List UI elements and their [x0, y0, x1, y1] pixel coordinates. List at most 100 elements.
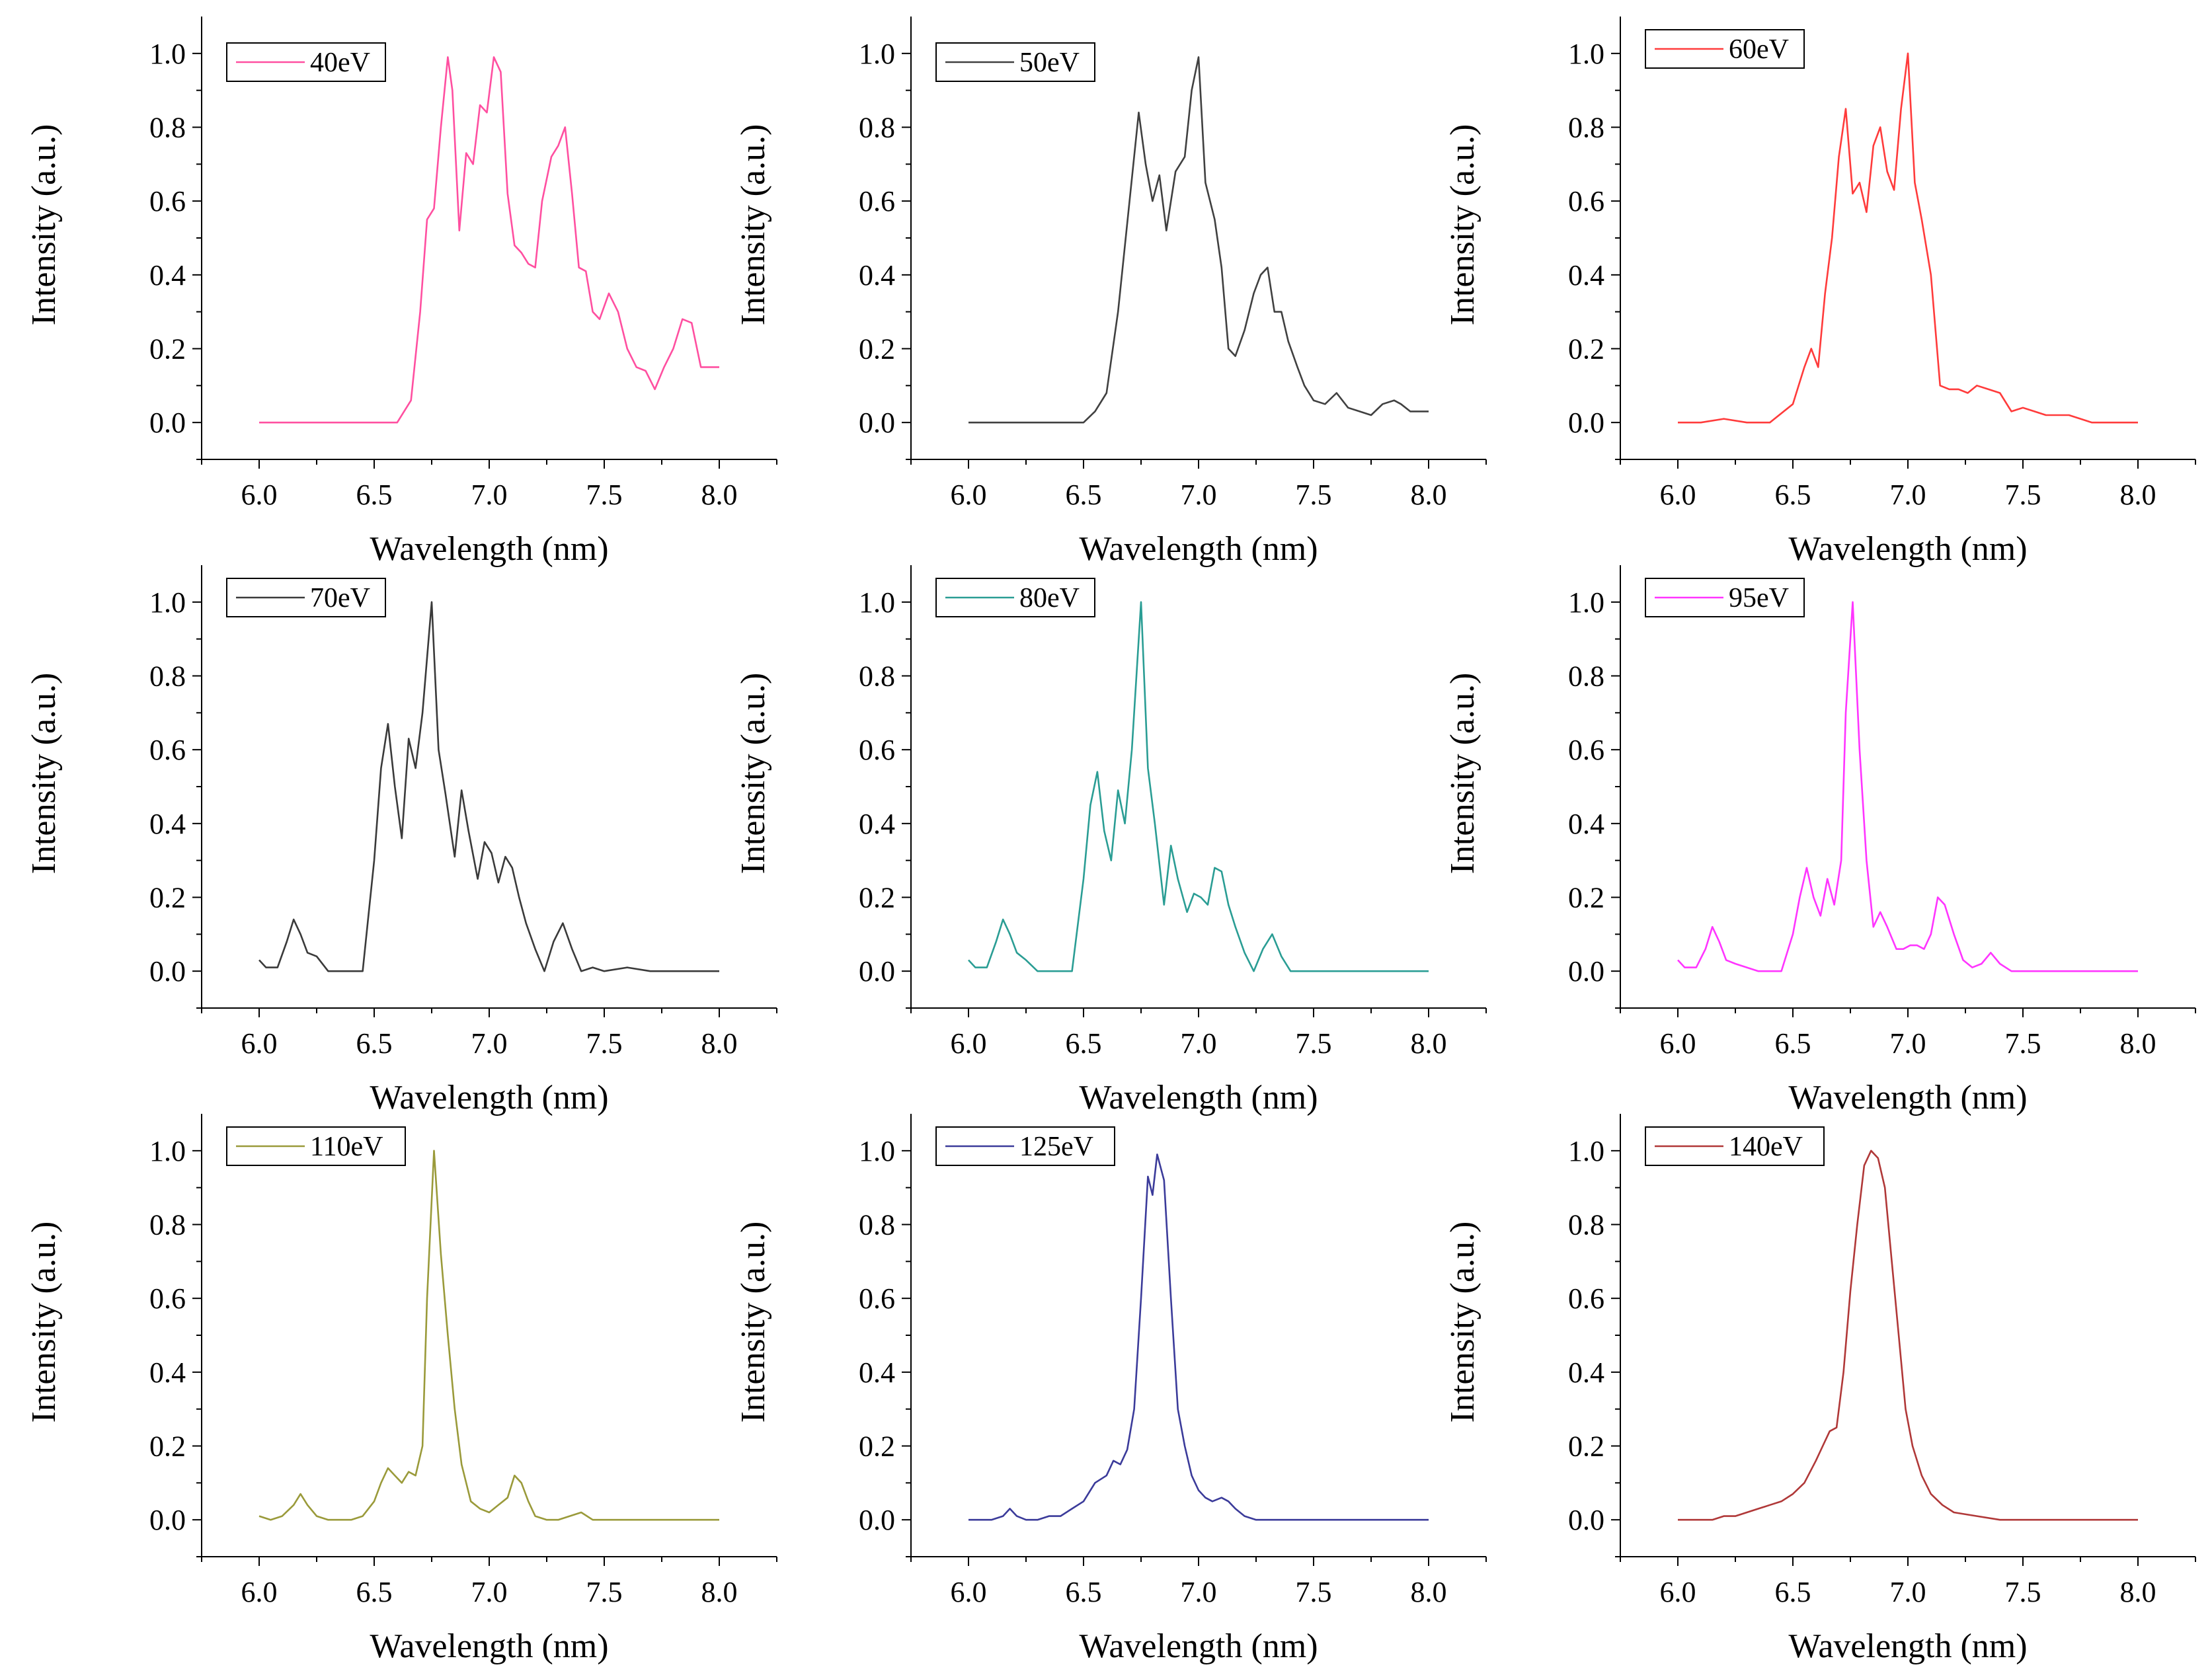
- y-tick-label: 0.0: [149, 1504, 186, 1536]
- y-tick-label: 0.6: [1568, 734, 1604, 766]
- y-tick-label: 0.2: [149, 882, 186, 914]
- y-tick-label: 0.4: [859, 808, 895, 840]
- y-tick-label: 0.8: [859, 1209, 895, 1241]
- y-axis-label: Intensity (a.u.): [734, 673, 772, 875]
- panel-7: 0.0 0.2 0.4 0.6 0.8 1.0 6.0 6.5 7.0 7.5 8.0 Wavelen…: [25, 1114, 777, 1665]
- x-tick-label: 6.5: [356, 1576, 393, 1608]
- x-tick-label: 6.5: [1775, 1576, 1811, 1608]
- y-tick-label: 0.8: [149, 660, 186, 693]
- x-tick-label: 6.5: [356, 1027, 393, 1060]
- y-tick-label: 0.0: [149, 955, 186, 988]
- y-tick-label: 0.4: [149, 259, 186, 292]
- y-tick-label: 0.6: [149, 1282, 186, 1315]
- y-axis-label: Intensity (a.u.): [25, 673, 63, 875]
- x-tick-label: 7.0: [471, 1027, 508, 1060]
- y-tick-label: 0.4: [1568, 808, 1604, 840]
- x-tick-label: 6.0: [1660, 1576, 1696, 1608]
- panel-1: 0.0 0.2 0.4 0.6 0.8 1.0 6.0 6.5 7.0 7.5 8.0 Wavelen…: [25, 17, 777, 568]
- x-tick-label: 6.0: [951, 479, 987, 511]
- x-tick-label: 8.0: [2120, 479, 2156, 511]
- y-tick-label: 1.0: [859, 586, 895, 619]
- y-tick-label: 0.6: [149, 185, 186, 217]
- y-tick-label: 0.8: [149, 112, 186, 144]
- x-tick-label: 6.5: [1775, 479, 1811, 511]
- y-tick-label: 0.6: [149, 734, 186, 766]
- y-tick-label: 0.0: [859, 1504, 895, 1536]
- x-tick-label: 7.0: [1181, 1576, 1217, 1608]
- x-tick-label: 8.0: [701, 1576, 738, 1608]
- x-axis-label: Wavelength (nm): [1079, 530, 1318, 568]
- x-tick-label: 7.0: [471, 1576, 508, 1608]
- y-axis-label: Intensity (a.u.): [734, 124, 772, 326]
- series-line-60eV: [1678, 52, 2138, 424]
- series-line-140eV: [1678, 1150, 2138, 1521]
- y-tick-label: 0.8: [1568, 112, 1604, 144]
- y-tick-label: 0.8: [859, 112, 895, 144]
- x-tick-label: 7.0: [1890, 1576, 1926, 1608]
- x-tick-label: 7.5: [2005, 1576, 2041, 1608]
- x-tick-label: 7.5: [2005, 479, 2041, 511]
- y-tick-label: 0.4: [1568, 259, 1604, 292]
- y-tick-label: 0.4: [1568, 1356, 1604, 1389]
- y-tick-label: 0.2: [1568, 1430, 1604, 1463]
- y-tick-label: 1.0: [1568, 1135, 1604, 1167]
- panel-9: 0.0 0.2 0.4 0.6 0.8 1.0 6.0 6.5 7.0 7.5 8.0 Wavelen…: [1444, 1114, 2196, 1665]
- x-tick-label: 8.0: [1411, 1576, 1447, 1608]
- y-tick-label: 0.2: [859, 1430, 895, 1463]
- x-tick-label: 8.0: [1411, 1027, 1447, 1060]
- legend-label: 70eV: [310, 583, 370, 613]
- x-axis-label: Wavelength (nm): [370, 1079, 608, 1116]
- y-tick-label: 0.8: [1568, 660, 1604, 693]
- x-tick-label: 6.5: [1066, 1027, 1102, 1060]
- y-tick-label: 0.8: [859, 660, 895, 693]
- series-line-110eV: [258, 1150, 719, 1521]
- x-axis-label: Wavelength (nm): [1788, 1627, 2027, 1665]
- x-tick-label: 6.5: [1066, 1576, 1102, 1608]
- x-tick-label: 7.0: [471, 479, 508, 511]
- y-tick-label: 1.0: [1568, 38, 1604, 70]
- series-line-95eV: [1677, 601, 2138, 972]
- series-line-125eV: [968, 1153, 1429, 1521]
- x-tick-label: 6.0: [241, 1027, 278, 1060]
- legend-label: 80eV: [1019, 583, 1080, 613]
- legend-box: [226, 578, 386, 617]
- x-tick-label: 7.5: [586, 1576, 623, 1608]
- x-axis-label: Wavelength (nm): [1788, 530, 2027, 568]
- legend-label: 125eV: [1019, 1132, 1093, 1162]
- y-axis-label: Intensity (a.u.): [25, 124, 63, 326]
- x-axis-label: Wavelength (nm): [370, 530, 608, 568]
- x-tick-label: 6.0: [241, 479, 278, 511]
- legend-label: 40eV: [310, 48, 370, 78]
- y-tick-label: 1.0: [149, 586, 186, 619]
- x-tick-label: 7.5: [1296, 479, 1332, 511]
- y-axis-label: Intensity (a.u.): [1444, 1222, 1481, 1423]
- x-tick-label: 7.5: [2005, 1027, 2041, 1060]
- y-tick-label: 0.2: [149, 1430, 186, 1463]
- y-tick-label: 0.2: [1568, 333, 1604, 366]
- panel-4: 0.0 0.2 0.4 0.6 0.8 1.0 6.0 6.5 7.0 7.5 8.0 Wavelen…: [25, 565, 777, 1116]
- y-tick-label: 0.0: [859, 955, 895, 988]
- y-tick-label: 0.6: [1568, 1282, 1604, 1315]
- y-tick-label: 1.0: [1568, 586, 1604, 619]
- y-tick-label: 1.0: [149, 38, 186, 70]
- y-tick-label: 0.0: [1568, 407, 1604, 439]
- y-axis-label: Intensity (a.u.): [1444, 673, 1481, 875]
- series-line-40eV: [259, 56, 719, 424]
- y-tick-label: 0.4: [859, 259, 895, 292]
- y-tick-label: 0.0: [1568, 1504, 1604, 1536]
- x-tick-label: 6.5: [356, 479, 393, 511]
- y-tick-label: 0.8: [149, 1209, 186, 1241]
- y-tick-label: 0.0: [859, 407, 895, 439]
- y-axis-label: Intensity (a.u.): [1444, 124, 1481, 326]
- x-tick-label: 7.5: [586, 1027, 623, 1060]
- x-tick-label: 8.0: [2120, 1576, 2156, 1608]
- y-tick-label: 0.4: [149, 1356, 186, 1389]
- legend-label: 110eV: [310, 1132, 383, 1162]
- x-tick-label: 6.0: [241, 1576, 278, 1608]
- panel-6: 0.0 0.2 0.4 0.6 0.8 1.0 6.0 6.5 7.0 7.5 8.0 Wavelen…: [1444, 565, 2196, 1116]
- panel-3: 0.0 0.2 0.4 0.6 0.8 1.0 6.0 6.5 7.0 7.5 8.0 Wavelen…: [1444, 17, 2196, 568]
- x-tick-label: 7.0: [1181, 1027, 1217, 1060]
- x-tick-label: 7.0: [1890, 479, 1926, 511]
- x-tick-label: 7.0: [1181, 479, 1217, 511]
- x-tick-label: 8.0: [1411, 479, 1447, 511]
